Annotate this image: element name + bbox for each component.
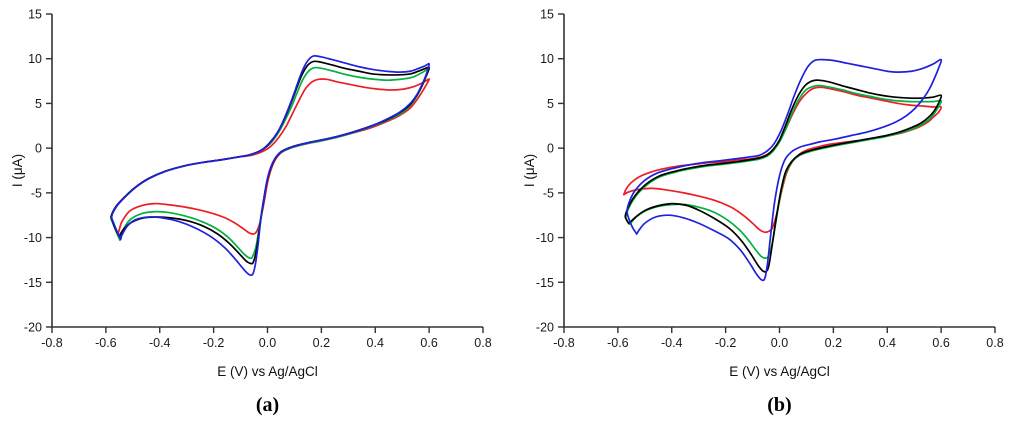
- x-tick-label: 0.0: [771, 336, 788, 350]
- x-tick-label: -0.8: [41, 336, 63, 350]
- panel-b: 15 10 5 0 -5 -10 -15 -20 -0.8 -0.6 -0.4 -0.2 0.0 0.2 0…: [512, 0, 1024, 423]
- x-tick-label: -0.6: [607, 336, 629, 350]
- x-tick-label: -0.8: [553, 336, 575, 350]
- x-axis-title: E (V) vs Ag/AgCl: [729, 364, 830, 379]
- y-tick-label: -20: [24, 321, 42, 335]
- panel-caption: (a): [256, 394, 279, 416]
- x-tick-label: 0.4: [367, 336, 384, 350]
- y-tick-label: 10: [28, 52, 42, 66]
- cv-curve-black: [110, 60, 430, 265]
- y-tick-label: 10: [540, 52, 554, 66]
- panel-a: 15 10 5 0 -5 -10 -15 -20 -0.8 -0.6 -0.4 -0.2 0.0 0.2 0…: [10, 8, 492, 417]
- axes-group: 15 10 5 0 -5 -10 -15 -20-0.8 -0.6 -0.4 -0.2 0.0 0.2 0…: [24, 8, 492, 351]
- x-tick-label: -0.4: [661, 336, 683, 350]
- x-tick-label: 0.2: [825, 336, 842, 350]
- x-tick-label: 0.8: [986, 336, 1003, 350]
- panel-caption: (b): [767, 394, 791, 416]
- y-tick-label: -20: [536, 321, 554, 335]
- y-tick-label: -5: [31, 186, 42, 200]
- cv-curve-blue: [110, 54, 430, 277]
- y-tick-label: 5: [35, 97, 42, 111]
- x-tick-label: 0.0: [259, 336, 276, 350]
- y-tick-label: -10: [24, 231, 42, 245]
- cv-curve-green: [624, 84, 943, 260]
- y-tick-label: -10: [536, 231, 554, 245]
- cv-curve-green: [110, 66, 430, 260]
- x-tick-label: 0.8: [474, 336, 491, 350]
- y-tick-label: 15: [540, 8, 554, 22]
- y-tick-label: 0: [547, 142, 554, 156]
- y-tick-label: 5: [547, 97, 554, 111]
- y-axis-title: I (μA): [522, 154, 537, 187]
- y-tick-label: 0: [35, 142, 42, 156]
- x-tick-label: 0.6: [420, 336, 437, 350]
- x-tick-label: -0.2: [203, 336, 225, 350]
- x-axis-title: E (V) vs Ag/AgCl: [217, 364, 318, 379]
- cv-curve-black: [624, 79, 943, 273]
- x-tick-label: 0.2: [313, 336, 330, 350]
- curves-group: [110, 54, 430, 277]
- y-tick-label: -5: [543, 186, 554, 200]
- panel-b-plot: 15 10 5 0 -5 -10 -15 -20-0.8 -0.6 -0.4 -0.2 0.0 0.2 0…: [522, 8, 1004, 417]
- axes-group: 15 10 5 0 -5 -10 -15 -20-0.8 -0.6 -0.4 -0.2 0.0 0.2 0…: [536, 8, 1004, 351]
- y-tick-label: -15: [536, 276, 554, 290]
- x-tick-label: 0.4: [879, 336, 896, 350]
- y-tick-label: 15: [28, 8, 42, 22]
- cv-curve-blue: [626, 58, 943, 282]
- curves-group: [622, 58, 943, 282]
- cv-curve-red: [622, 86, 943, 234]
- y-tick-label: -15: [24, 276, 42, 290]
- x-tick-label: 0.6: [932, 336, 949, 350]
- x-tick-label: -0.2: [715, 336, 737, 350]
- panel-a-plot: 15 10 5 0 -5 -10 -15 -20-0.8 -0.6 -0.4 -0.2 0.0 0.2 0…: [10, 8, 492, 417]
- x-tick-label: -0.4: [149, 336, 171, 350]
- x-tick-label: -0.6: [95, 336, 117, 350]
- y-axis-title: I (μA): [10, 154, 25, 187]
